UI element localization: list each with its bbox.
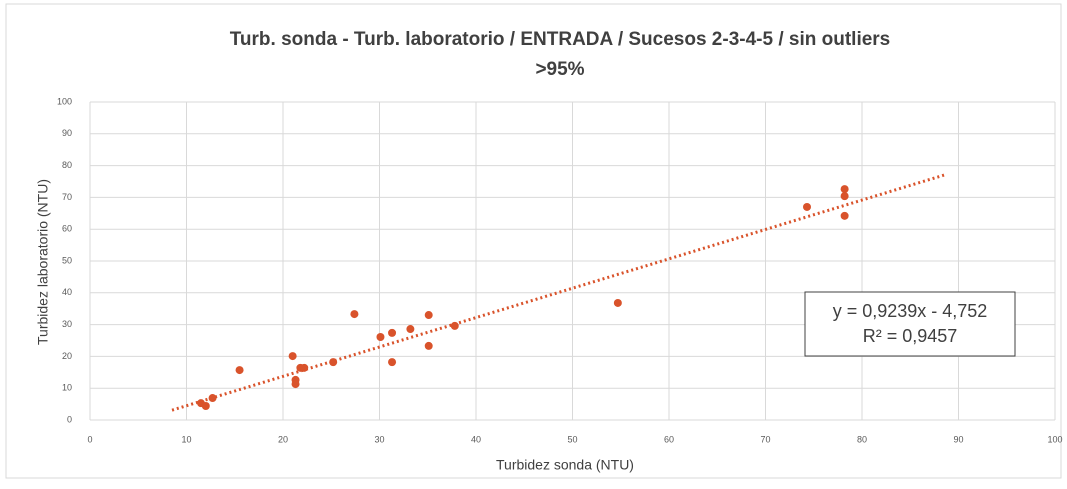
point	[291, 380, 300, 389]
point	[300, 363, 309, 372]
y-tick-label: 10	[62, 383, 72, 393]
point	[288, 352, 297, 361]
equation-text: R² = 0,9457	[863, 326, 958, 346]
x-tick-label: 50	[567, 434, 577, 444]
y-tick-label: 40	[62, 287, 72, 297]
y-tick-label: 30	[62, 319, 72, 329]
y-tick-label: 90	[62, 128, 72, 138]
point	[802, 202, 811, 211]
y-tick-label: 20	[62, 351, 72, 361]
point	[406, 325, 415, 334]
point	[424, 341, 433, 350]
point	[450, 321, 459, 330]
equation-box	[804, 291, 1016, 357]
point	[840, 185, 849, 194]
x-tick-label: 0	[87, 434, 92, 444]
y-tick-label: 100	[57, 96, 72, 106]
point	[235, 366, 244, 375]
y-tick-label: 80	[62, 160, 72, 170]
point	[329, 358, 338, 367]
point	[376, 333, 385, 342]
x-tick-label: 60	[664, 434, 674, 444]
equation-text: y = 0,9239x - 4,752	[833, 301, 988, 321]
x-tick-label: 100	[1047, 434, 1062, 444]
x-tick-label: 10	[181, 434, 191, 444]
point	[350, 310, 359, 319]
y-axis-label: Turbidez laboratorio (NTU)	[35, 179, 51, 345]
x-axis-label: Turbidez sonda (NTU)	[496, 457, 634, 473]
point	[840, 192, 849, 201]
y-tick-label: 70	[62, 192, 72, 202]
x-tick-label: 80	[857, 434, 867, 444]
point	[840, 211, 849, 220]
point	[388, 328, 397, 337]
chart-subtitle: >95%	[535, 59, 584, 80]
x-tick-label: 30	[374, 434, 384, 444]
y-tick-label: 60	[62, 224, 72, 234]
x-tick-label: 40	[471, 434, 481, 444]
point	[613, 298, 622, 307]
x-tick-label: 20	[278, 434, 288, 444]
x-tick-label: 90	[953, 434, 963, 444]
y-tick-label: 0	[67, 414, 72, 424]
point	[388, 358, 397, 367]
x-tick-label: 70	[760, 434, 770, 444]
y-tick-label: 50	[62, 255, 72, 265]
chart-frame	[5, 3, 1062, 479]
chart-title: Turb. sonda - Turb. laboratorio / ENTRAD…	[230, 29, 891, 50]
point	[201, 402, 210, 411]
point	[424, 311, 433, 320]
point	[208, 394, 217, 403]
